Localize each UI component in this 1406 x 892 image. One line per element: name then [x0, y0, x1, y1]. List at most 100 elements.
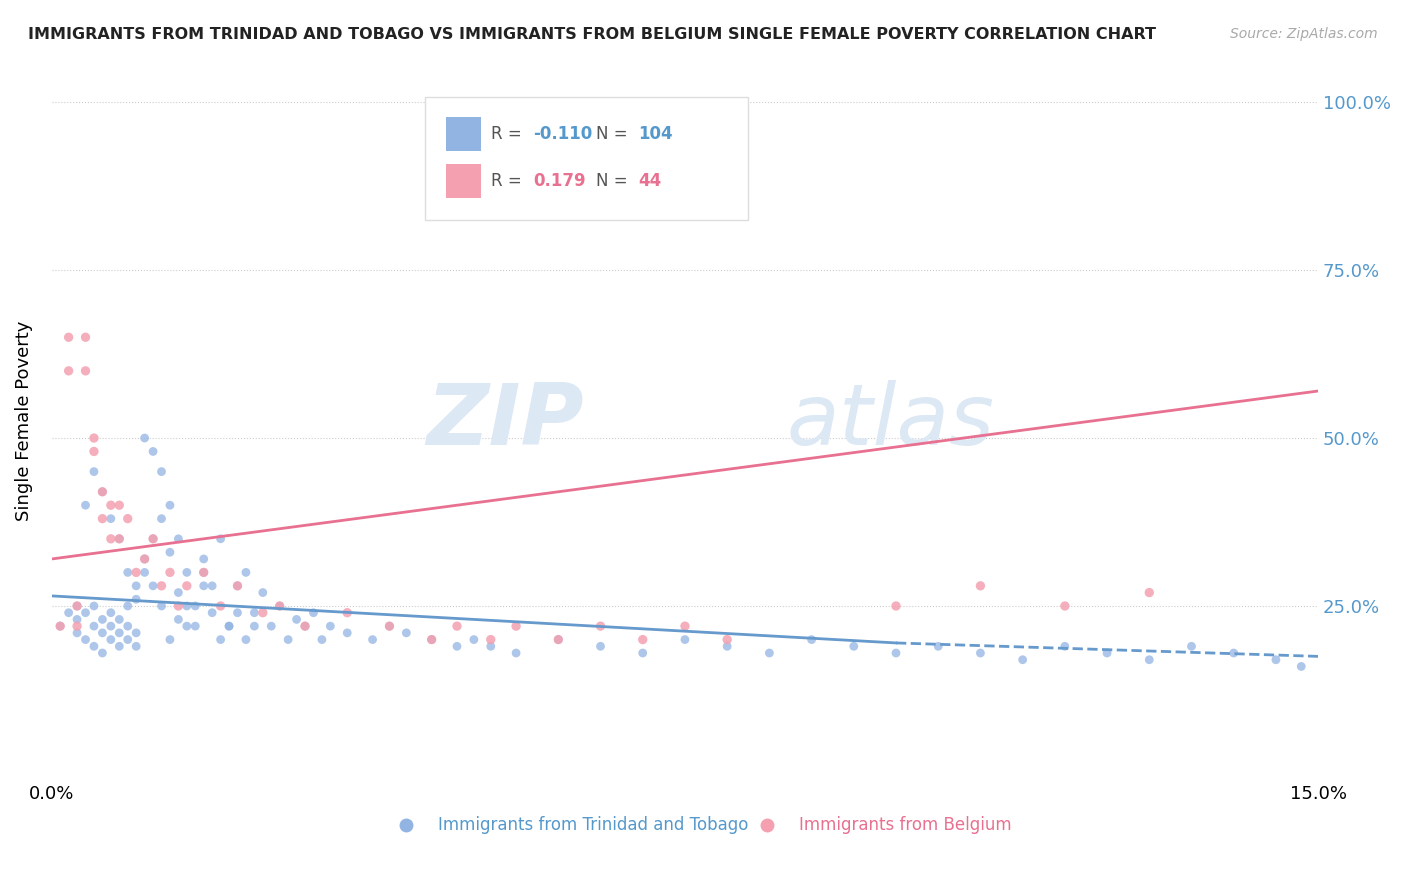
- Point: [336, 625, 359, 640]
- Point: [117, 566, 139, 580]
- Point: [319, 619, 342, 633]
- Point: [91, 484, 114, 499]
- Point: [176, 599, 198, 613]
- Point: [1264, 653, 1286, 667]
- Point: [631, 632, 654, 647]
- Point: [75, 606, 97, 620]
- Point: [66, 625, 89, 640]
- Point: [117, 619, 139, 633]
- Point: [167, 532, 190, 546]
- Point: [218, 619, 240, 633]
- Point: [142, 532, 165, 546]
- Point: [159, 566, 181, 580]
- Point: [100, 606, 122, 620]
- Point: [125, 592, 148, 607]
- Point: [83, 465, 105, 479]
- Text: 104: 104: [638, 125, 672, 143]
- Point: [378, 619, 401, 633]
- Point: [100, 619, 122, 633]
- Point: [108, 640, 131, 654]
- Point: [150, 511, 173, 525]
- Point: [91, 612, 114, 626]
- Point: [75, 498, 97, 512]
- Point: [479, 632, 502, 647]
- Point: [193, 566, 215, 580]
- Text: R =: R =: [491, 171, 527, 190]
- Point: [176, 619, 198, 633]
- Point: [159, 545, 181, 559]
- Point: [193, 566, 215, 580]
- Point: [277, 632, 299, 647]
- Point: [378, 619, 401, 633]
- Point: [226, 579, 249, 593]
- Point: [75, 364, 97, 378]
- Point: [969, 579, 991, 593]
- Point: [420, 632, 443, 647]
- Point: [100, 498, 122, 512]
- Point: [252, 585, 274, 599]
- Point: [125, 566, 148, 580]
- FancyBboxPatch shape: [446, 164, 481, 198]
- Point: [1180, 640, 1202, 654]
- Point: [58, 606, 80, 620]
- Point: [269, 599, 291, 613]
- Point: [884, 599, 907, 613]
- Point: [446, 619, 468, 633]
- Point: [1291, 659, 1313, 673]
- Point: [125, 625, 148, 640]
- Point: [269, 599, 291, 613]
- Point: [134, 552, 156, 566]
- Point: [758, 646, 780, 660]
- Point: [150, 579, 173, 593]
- Point: [117, 632, 139, 647]
- FancyBboxPatch shape: [446, 117, 481, 151]
- Point: [58, 364, 80, 378]
- Point: [184, 619, 207, 633]
- Point: [505, 646, 527, 660]
- Point: [285, 612, 308, 626]
- Point: [311, 632, 333, 647]
- Point: [243, 606, 266, 620]
- Point: [91, 484, 114, 499]
- Point: [226, 579, 249, 593]
- Point: [66, 599, 89, 613]
- Point: [167, 612, 190, 626]
- Text: 44: 44: [638, 171, 661, 190]
- Text: IMMIGRANTS FROM TRINIDAD AND TOBAGO VS IMMIGRANTS FROM BELGIUM SINGLE FEMALE POV: IMMIGRANTS FROM TRINIDAD AND TOBAGO VS I…: [28, 27, 1156, 42]
- Point: [66, 619, 89, 633]
- Point: [201, 606, 224, 620]
- Point: [927, 640, 949, 654]
- Point: [83, 619, 105, 633]
- Point: [1222, 646, 1244, 660]
- Point: [716, 632, 738, 647]
- Point: [117, 511, 139, 525]
- Point: [243, 619, 266, 633]
- Point: [75, 330, 97, 344]
- Point: [218, 619, 240, 633]
- Point: [302, 606, 325, 620]
- Point: [142, 532, 165, 546]
- Text: R =: R =: [491, 125, 527, 143]
- Point: [260, 619, 283, 633]
- Point: [125, 640, 148, 654]
- Point: [159, 632, 181, 647]
- Point: [1011, 653, 1033, 667]
- Text: Source: ZipAtlas.com: Source: ZipAtlas.com: [1230, 27, 1378, 41]
- Point: [142, 579, 165, 593]
- Point: [58, 330, 80, 344]
- Point: [1137, 585, 1160, 599]
- Point: [100, 632, 122, 647]
- Point: [226, 606, 249, 620]
- Point: [1053, 599, 1076, 613]
- Point: [100, 511, 122, 525]
- Point: [167, 599, 190, 613]
- Point: [842, 640, 865, 654]
- Point: [209, 599, 232, 613]
- Point: [184, 599, 207, 613]
- Point: [142, 444, 165, 458]
- Point: [209, 632, 232, 647]
- Point: [49, 619, 72, 633]
- Point: [294, 619, 316, 633]
- Point: [108, 625, 131, 640]
- Point: [673, 619, 696, 633]
